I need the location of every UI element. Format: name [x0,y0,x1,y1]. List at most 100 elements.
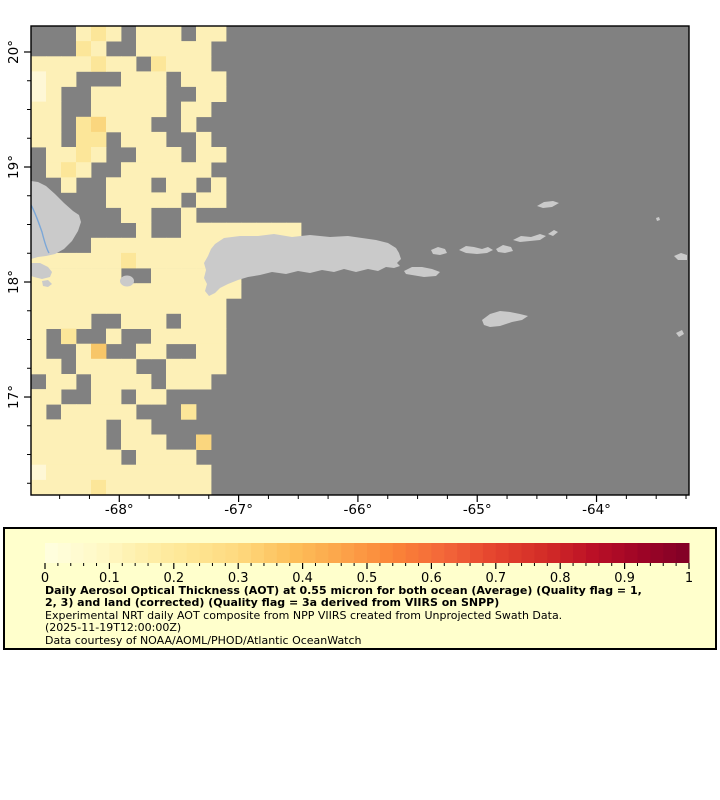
aot-cell [61,177,77,193]
aot-cell [196,41,212,57]
aot-cell [121,177,137,193]
aot-cell [76,116,92,133]
aot-cell [151,56,167,72]
aot-cell [181,328,197,345]
aot-cell [166,237,182,254]
aot-cell [106,404,122,420]
aot-cell [196,374,212,390]
colorbar-step [315,543,329,563]
colorbar-tick-label: 0.2 [163,571,184,586]
aot-cell [61,298,77,314]
aot-cell [91,116,107,133]
colorbar-step [148,543,162,563]
aot-cell [121,56,137,72]
aot-cell [181,268,197,284]
aot-cell [76,434,92,450]
lon-tick-label: -68° [105,502,134,518]
aot-cell [136,222,152,239]
aot-cell [211,71,227,87]
lon-tick-label: -64° [582,502,611,518]
aot-cell [31,56,47,72]
aot-cell [91,419,107,435]
aot-cell [106,252,122,269]
colorbar-step [482,543,497,563]
colorbar-step [135,543,149,563]
legend-subtitle: Experimental NRT daily AOT composite fro… [45,608,563,622]
legend-title-line2: 2, 3) and land (corrected) (Quality flag… [45,596,500,610]
aot-cell [31,101,47,118]
aot-cell [166,41,182,57]
aot-cell [121,116,137,133]
aot-cell [46,283,62,299]
aot-cell [196,434,212,450]
aot-cell [46,116,62,133]
aot-cell [151,131,167,148]
aot-cell [166,147,182,163]
aot-cell [151,449,167,466]
aot-cell [61,71,77,87]
aot-cell [121,162,137,178]
aot-cell [91,374,107,390]
aot-cell [76,41,92,57]
aot-cell [61,268,77,284]
aot-cell [76,464,92,481]
aot-cell [181,313,197,329]
map-layers [31,26,687,495]
aot-cell [196,131,212,148]
aot-cell [196,298,212,314]
aot-cell [136,177,152,193]
colorbar-tick-label: 0.1 [99,571,120,586]
colorbar-step [573,543,587,563]
colorbar-step [173,543,188,563]
hispaniola-small-islet [42,280,52,287]
aot-cell [166,252,182,269]
aot-cell [31,419,47,435]
colorbar-step [663,543,677,563]
aot-cell [76,343,92,360]
colorbar-step [238,543,252,563]
aot-cell [256,222,272,239]
aot-cell [121,131,137,148]
aot-cell [181,479,197,495]
aot-cell [46,131,62,148]
aot-cell [31,86,47,102]
aot-cell [106,268,122,284]
aot-cell [196,328,212,345]
aot-cell [181,162,197,178]
aot-cell [61,434,77,450]
aot-cell [76,162,92,178]
aot-cell [151,147,167,163]
aot-cell [151,464,167,481]
aot-cell [61,374,77,390]
legend-panel: 0 0.1 0.2 0.3 0.4 0.5 0.6 0.7 0.8 0.9 1 Daily Aero… [3,527,717,650]
lat-tick-label: 17° [6,385,22,409]
aot-cell [61,479,77,495]
aot-cell [121,237,137,254]
aot-cell [46,162,62,178]
anegada [537,201,559,208]
aot-cell [136,101,152,118]
aot-cell [91,404,107,420]
aot-cell [121,71,137,87]
aot-cell [121,298,137,314]
aot-cell [91,449,107,466]
aot-cell [106,56,122,72]
colorbar-step [405,543,420,563]
aot-cell [31,343,47,360]
aot-cell [211,328,227,345]
aot-cell [46,389,62,405]
aot-cell [121,374,137,390]
aot-cell [61,419,77,435]
aot-cell [91,101,107,118]
aot-cell [166,283,182,299]
aot-cell [136,283,152,299]
aot-cell [46,101,62,118]
aot-cell [151,41,167,57]
aot-cell [91,56,107,72]
aot-cell [31,116,47,133]
colorbar-tick-label: 0.7 [485,571,506,586]
aot-cell [136,419,152,435]
colorbar-tick-label: 0.5 [357,571,378,586]
aot-cell [76,131,92,148]
